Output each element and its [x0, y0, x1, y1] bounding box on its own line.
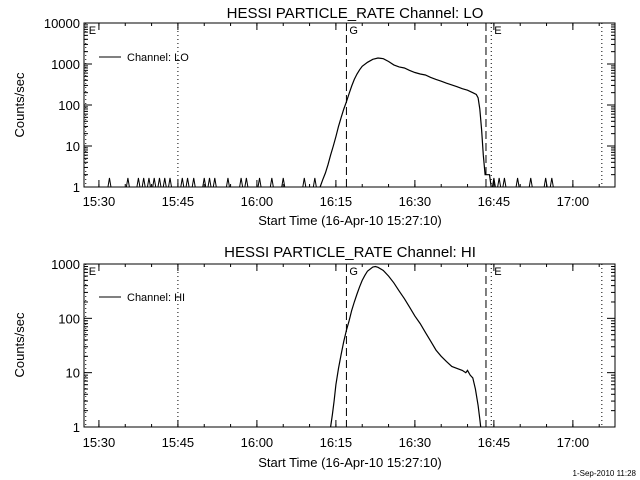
panel-lo-ylabel: Counts/sec — [12, 72, 27, 138]
noise-spike-lo-4 — [146, 177, 151, 188]
panel-hi-frame — [83, 263, 616, 428]
noise-spike-lo-5 — [152, 177, 157, 188]
y-tick-label-lo-3: 1000 — [51, 57, 80, 72]
noise-spike-lo-14 — [212, 177, 217, 188]
noise-spike-lo-24 — [497, 177, 502, 188]
noise-spike-lo-18 — [257, 177, 262, 188]
x-tick-label-lo-5: 16:45 — [478, 194, 511, 209]
noise-spike-lo-9 — [180, 177, 185, 188]
x-tick-label-hi-3: 16:15 — [320, 435, 353, 450]
noise-spike-lo-10 — [185, 177, 190, 188]
noise-spike-lo-0 — [107, 177, 112, 188]
noise-spike-lo-26 — [515, 177, 520, 188]
y-tick-label-lo-0: 1 — [73, 180, 80, 195]
noise-spike-lo-8 — [168, 177, 173, 188]
footer-timestamp: 1-Sep-2010 11:28 — [573, 469, 637, 478]
noise-spike-lo-19 — [269, 177, 274, 188]
y-tick-label-hi-3: 1000 — [51, 257, 80, 272]
noise-spike-lo-20 — [281, 177, 286, 188]
noise-spike-lo-22 — [312, 177, 317, 188]
x-tick-label-lo-6: 17:00 — [557, 194, 590, 209]
panel-lo-frame — [83, 22, 616, 188]
noise-spike-lo-23 — [491, 177, 496, 188]
noise-spike-lo-15 — [225, 177, 230, 188]
panel-hi-title: HESSI PARTICLE_RATE Channel: HI — [224, 244, 476, 261]
noise-spike-lo-12 — [202, 177, 207, 188]
x-tick-label-hi-4: 16:30 — [399, 435, 432, 450]
noise-spike-lo-17 — [244, 177, 249, 188]
noise-spike-lo-6 — [157, 177, 162, 188]
noise-spike-lo-2 — [136, 177, 141, 188]
y-tick-label-lo-2: 100 — [58, 98, 80, 113]
y-tick-label-hi-2: 100 — [58, 311, 80, 326]
y-tick-label-lo-1: 10 — [66, 139, 80, 154]
noise-spike-lo-13 — [207, 177, 212, 188]
event-label-lo-2: G — [349, 25, 358, 37]
noise-spike-lo-29 — [549, 177, 554, 188]
noise-spike-lo-1 — [125, 177, 130, 188]
x-tick-label-lo-4: 16:30 — [399, 194, 432, 209]
noise-spike-lo-21 — [302, 177, 307, 188]
y-tick-label-hi-0: 1 — [73, 420, 80, 435]
x-tick-label-lo-3: 16:15 — [320, 194, 353, 209]
event-label-hi-0: E — [89, 266, 96, 278]
x-tick-label-hi-6: 17:00 — [557, 435, 590, 450]
y-tick-label-lo-4: 10000 — [44, 16, 80, 31]
noise-spike-lo-25 — [502, 177, 507, 188]
x-tick-label-lo-2: 16:00 — [241, 194, 274, 209]
noise-spike-lo-28 — [543, 177, 548, 188]
panel-lo-xlabel: Start Time (16-Apr-10 15:27:10) — [258, 213, 442, 228]
noise-spike-lo-16 — [239, 177, 244, 188]
panel-hi: HESSI PARTICLE_RATE Channel: HI Start Ti… — [12, 244, 616, 470]
panel-hi-ylabel: Counts/sec — [12, 312, 27, 378]
x-tick-label-lo-1: 15:45 — [162, 194, 195, 209]
x-tick-label-hi-1: 15:45 — [162, 435, 195, 450]
event-label-lo-0: E — [89, 25, 96, 37]
series-line-hi-0 — [330, 265, 482, 428]
y-tick-label-hi-1: 10 — [66, 366, 80, 381]
event-label-hi-2: G — [349, 266, 358, 278]
noise-spike-lo-3 — [141, 177, 146, 188]
panel-hi-plot-area: 15:30 15:45 16:00 16:15 16:30 16:45 17:00 1 10 10… — [51, 257, 615, 450]
noise-spike-lo-7 — [162, 177, 167, 188]
panel-lo: HESSI PARTICLE_RATE Channel: LO Start Ti… — [12, 5, 616, 228]
series-line-lo-0 — [319, 57, 492, 188]
panel-lo-legend-label: Channel: LO — [127, 52, 189, 64]
panel-hi-xlabel: Start Time (16-Apr-10 15:27:10) — [258, 455, 442, 470]
x-tick-label-lo-0: 15:30 — [83, 194, 116, 209]
x-tick-label-hi-5: 16:45 — [478, 435, 511, 450]
event-label-hi-4: E — [494, 266, 501, 278]
event-label-lo-4: E — [494, 25, 501, 37]
panel-lo-title: HESSI PARTICLE_RATE Channel: LO — [227, 5, 484, 22]
x-tick-label-hi-0: 15:30 — [83, 435, 116, 450]
panel-lo-plot-area: 15:30 15:45 16:00 16:15 16:30 16:45 17:00 1 10 10… — [44, 16, 615, 209]
panel-hi-legend-label: Channel: HI — [127, 292, 185, 304]
noise-spike-lo-11 — [191, 177, 196, 188]
noise-spike-lo-27 — [528, 177, 533, 188]
x-tick-label-hi-2: 16:00 — [241, 435, 274, 450]
